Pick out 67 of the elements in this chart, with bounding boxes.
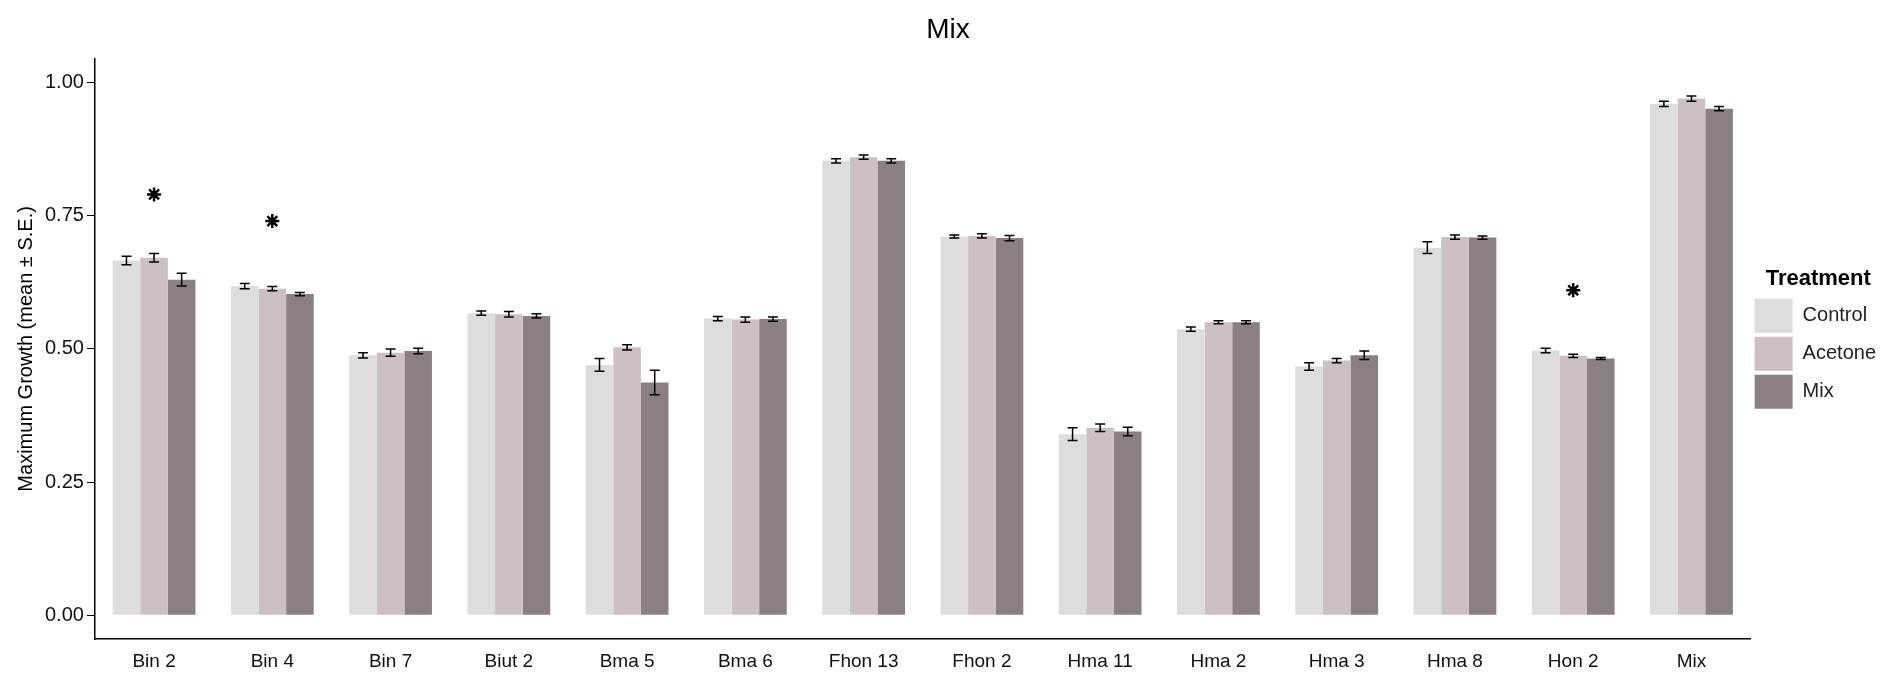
x-tick-label: Bin 4 [250,649,295,671]
x-tick-label: Bma 5 [599,649,655,671]
bar [1559,355,1588,615]
bar [1587,358,1615,615]
bar [759,319,787,615]
x-tick-label: Biut 2 [484,649,534,671]
x-tick-label: Bma 6 [717,649,773,671]
y-tick-label: 0.50 [44,336,84,359]
bar [286,294,314,615]
bar [1204,322,1233,615]
bar [230,286,259,615]
bar [822,160,850,615]
bar [1441,237,1469,615]
legend-label: Acetone [1802,341,1876,364]
x-tick-label: Hma 11 [1067,649,1133,671]
bar [877,160,906,615]
bar [995,238,1024,615]
bar [495,314,523,615]
x-tick-label: Fhon 2 [952,649,1012,671]
y-tick-label: 1.00 [44,70,84,93]
bar [640,382,669,615]
bar [1322,360,1351,615]
bar [167,279,196,615]
y-tick-label: 0.25 [44,469,84,492]
x-tick-label: Hma 8 [1426,649,1483,671]
bar [1413,247,1442,615]
bar [1086,427,1114,615]
bar [849,157,878,615]
bar [703,318,732,615]
legend-label: Mix [1802,379,1834,402]
bar [968,235,996,615]
bar [467,313,496,615]
bar [1113,431,1142,615]
bar [1468,237,1497,615]
x-tick-label: Hma 3 [1308,649,1365,671]
bar [349,355,377,615]
x-tick-label: Hon 2 [1547,649,1599,671]
x-tick-label: Bin 2 [132,649,176,671]
x-tick-label: Bin 7 [368,649,413,671]
bar [376,352,405,615]
bar [1531,350,1560,615]
bar [258,288,287,615]
bar [1295,366,1323,615]
bar [140,257,168,615]
y-tick-label: 0.75 [44,203,84,226]
bar [1350,355,1379,615]
bar [940,236,969,615]
x-tick-label: Fhon 13 [828,649,899,671]
y-tick-label: 0.00 [44,602,84,625]
bar [112,260,141,615]
y-axis-title: Maximum Growth (mean ± S.E.) [13,206,36,492]
bar [731,319,760,615]
bar [1177,329,1205,615]
bar [1677,98,1706,615]
x-tick-label: Mix [1676,649,1707,671]
bar [1705,108,1733,615]
bar [613,347,641,615]
x-tick-label: Hma 2 [1190,649,1247,671]
bar [404,351,432,615]
chart-title: Mix [926,12,970,44]
bar [1058,434,1087,615]
legend-label: Control [1802,303,1868,326]
legend-title: Treatment [1765,265,1872,291]
bar [1232,322,1260,615]
bar [522,315,551,615]
bar [585,364,614,615]
bar [1650,103,1678,615]
